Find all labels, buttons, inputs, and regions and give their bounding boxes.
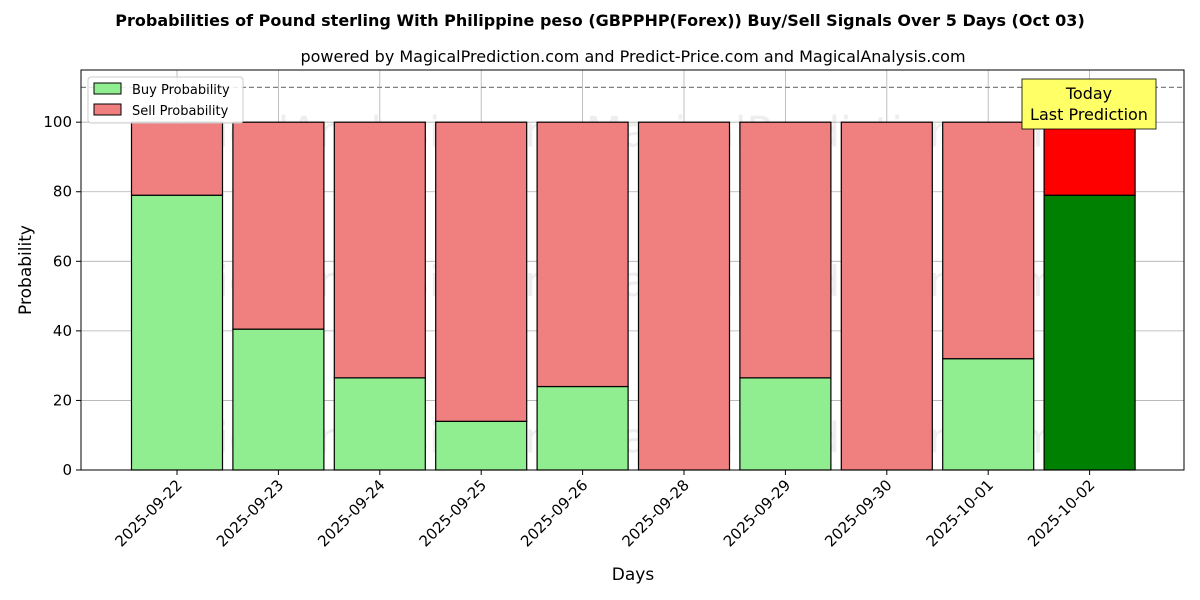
y-tick-label: 40 bbox=[53, 322, 72, 340]
legend-label-sell: Sell Probability bbox=[132, 104, 229, 119]
buy-bar bbox=[435, 420, 528, 471]
annotation-line-2: Last Prediction bbox=[1030, 105, 1148, 124]
chart-title: Probabilities of Pound sterling With Phi… bbox=[115, 11, 1085, 30]
sell-bar bbox=[1043, 121, 1136, 196]
annotation-box bbox=[1021, 78, 1157, 130]
x-tick-label: 2025-09-23 bbox=[213, 476, 287, 550]
sell-bar bbox=[942, 121, 1035, 360]
today-annotation: Today Last Prediction bbox=[1021, 78, 1157, 130]
y-ticks: 0 20 40 60 80 100 bbox=[43, 113, 81, 479]
x-axis-label: Days bbox=[612, 565, 655, 585]
buy-bar bbox=[942, 358, 1035, 471]
x-tick-label: 2025-10-01 bbox=[923, 476, 997, 550]
x-tick-label: 2025-10-02 bbox=[1024, 476, 1098, 550]
sell-bar bbox=[435, 121, 528, 422]
legend: Buy Probability Sell Probability bbox=[87, 76, 244, 124]
x-tick-label: 2025-09-26 bbox=[517, 476, 591, 550]
sell-bar bbox=[739, 121, 832, 379]
x-tick-label: 2025-09-29 bbox=[720, 476, 794, 550]
legend-box bbox=[87, 76, 244, 124]
x-tick-label: 2025-09-24 bbox=[314, 476, 388, 550]
x-tick-label: 2025-09-28 bbox=[618, 476, 692, 550]
sell-bar bbox=[232, 121, 325, 330]
buy-bar bbox=[536, 385, 629, 471]
y-tick-label: 60 bbox=[53, 252, 72, 270]
sell-bar bbox=[840, 121, 933, 471]
y-tick-label: 20 bbox=[53, 391, 72, 409]
sell-bar bbox=[333, 121, 426, 379]
y-axis-label: Probability bbox=[16, 225, 36, 315]
sell-bar bbox=[130, 121, 224, 196]
bars bbox=[130, 121, 1136, 471]
legend-label-buy: Buy Probability bbox=[132, 83, 230, 98]
buy-bar bbox=[130, 194, 224, 471]
sell-bar bbox=[536, 121, 629, 388]
x-tick-label: 2025-09-22 bbox=[111, 476, 185, 550]
annotation-line-1: Today bbox=[1065, 84, 1112, 103]
buy-bar bbox=[333, 377, 426, 471]
buy-bar bbox=[232, 328, 325, 471]
buy-bar bbox=[1043, 194, 1136, 471]
x-tick-label: 2025-09-30 bbox=[821, 476, 895, 550]
y-tick-label: 100 bbox=[43, 113, 72, 131]
legend-swatch-buy bbox=[93, 82, 122, 95]
chart-subtitle: powered by MagicalPrediction.com and Pre… bbox=[300, 47, 965, 66]
y-tick-label: 0 bbox=[62, 461, 72, 479]
legend-swatch-sell bbox=[93, 103, 122, 116]
y-tick-label: 80 bbox=[53, 183, 72, 201]
plot-frame bbox=[80, 69, 1185, 471]
x-ticks: 2025-09-22 2025-09-23 2025-09-24 2025-09-25… bbox=[111, 470, 1098, 550]
x-tick-label: 2025-09-25 bbox=[416, 476, 490, 550]
buy-bar bbox=[739, 377, 832, 471]
sell-bar bbox=[637, 121, 731, 471]
